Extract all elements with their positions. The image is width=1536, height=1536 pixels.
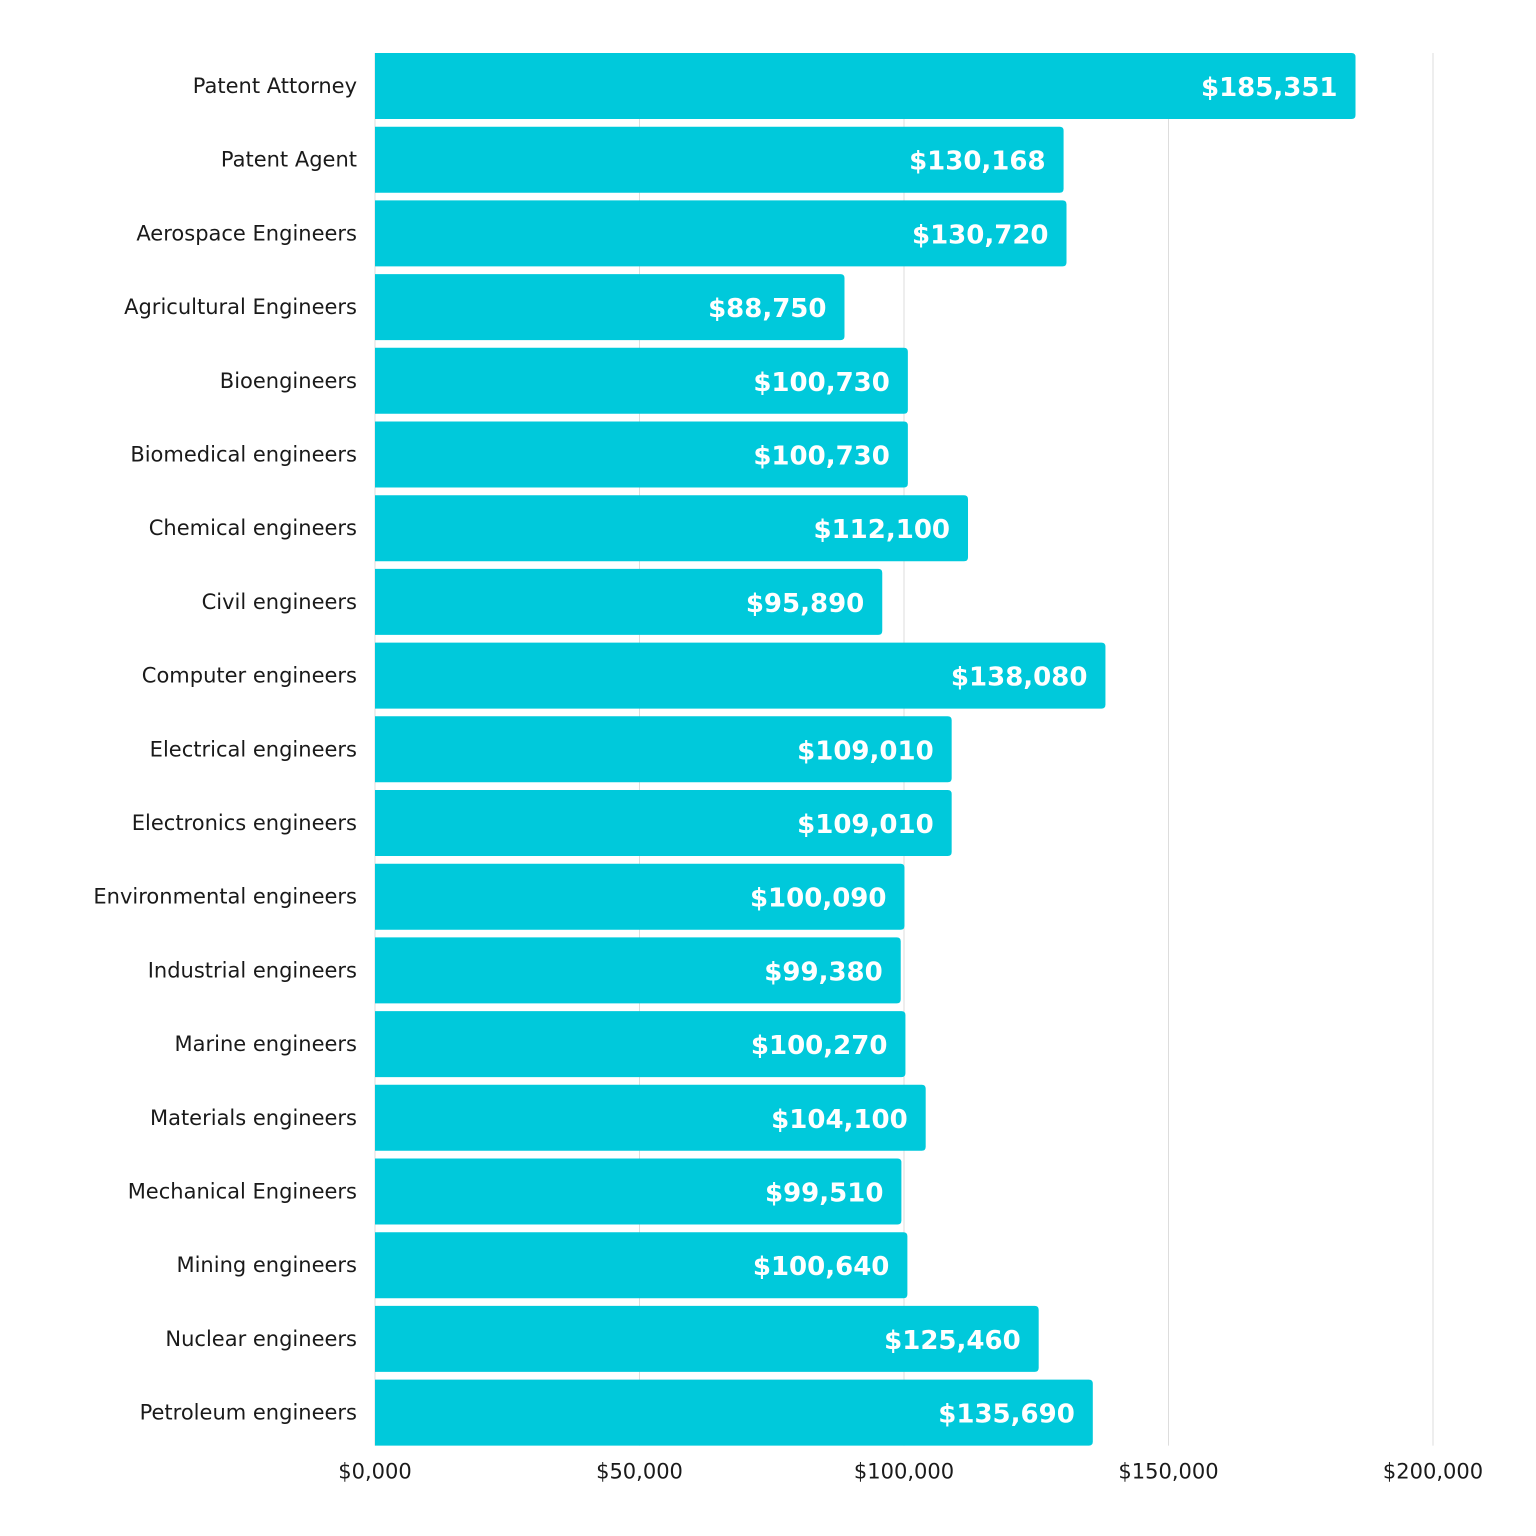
data-label: $99,380 xyxy=(764,957,882,987)
data-label: $100,730 xyxy=(753,368,890,398)
category-label: Environmental engineers xyxy=(93,885,357,909)
x-tick-label: $0,000 xyxy=(338,1460,411,1484)
category-label: Computer engineers xyxy=(142,664,357,688)
data-label: $185,351 xyxy=(1201,73,1338,103)
data-label: $109,010 xyxy=(797,810,934,840)
data-label: $130,168 xyxy=(909,147,1046,177)
data-label: $112,100 xyxy=(813,515,950,545)
category-label: Materials engineers xyxy=(150,1106,357,1130)
category-label: Mining engineers xyxy=(176,1253,357,1277)
data-label: $99,510 xyxy=(765,1179,883,1209)
category-label: Mechanical Engineers xyxy=(128,1180,357,1204)
data-label: $100,730 xyxy=(753,442,890,472)
x-tick-label: $100,000 xyxy=(854,1460,954,1484)
data-label: $95,890 xyxy=(746,589,864,619)
x-tick-label: $150,000 xyxy=(1118,1460,1218,1484)
x-tick-label: $50,000 xyxy=(596,1460,683,1484)
category-label: Bioengineers xyxy=(220,369,357,393)
x-tick-label: $200,000 xyxy=(1383,1460,1483,1484)
category-label: Patent Attorney xyxy=(193,74,357,98)
category-label: Biomedical engineers xyxy=(130,443,357,467)
data-label: $135,690 xyxy=(938,1400,1075,1430)
data-label: $104,100 xyxy=(771,1105,908,1135)
category-label: Patent Agent xyxy=(221,148,357,172)
data-label: $88,750 xyxy=(708,294,826,324)
data-label: $125,460 xyxy=(884,1326,1021,1356)
data-label: $100,090 xyxy=(750,884,887,914)
category-label: Petroleum engineers xyxy=(140,1401,357,1425)
data-label: $138,080 xyxy=(951,663,1088,693)
category-label: Nuclear engineers xyxy=(165,1327,357,1351)
data-label: $100,640 xyxy=(753,1252,890,1282)
category-label: Electronics engineers xyxy=(132,811,357,835)
category-label: Electrical engineers xyxy=(150,737,357,761)
category-label: Chemical engineers xyxy=(149,516,357,540)
category-label: Aerospace Engineers xyxy=(136,221,357,245)
category-label: Civil engineers xyxy=(202,590,357,614)
category-label: Agricultural Engineers xyxy=(124,295,357,319)
data-label: $100,270 xyxy=(751,1031,888,1061)
category-label: Marine engineers xyxy=(175,1032,357,1056)
data-label: $130,720 xyxy=(912,220,1049,250)
category-label: Industrial engineers xyxy=(148,958,357,982)
data-label: $109,010 xyxy=(797,736,934,766)
